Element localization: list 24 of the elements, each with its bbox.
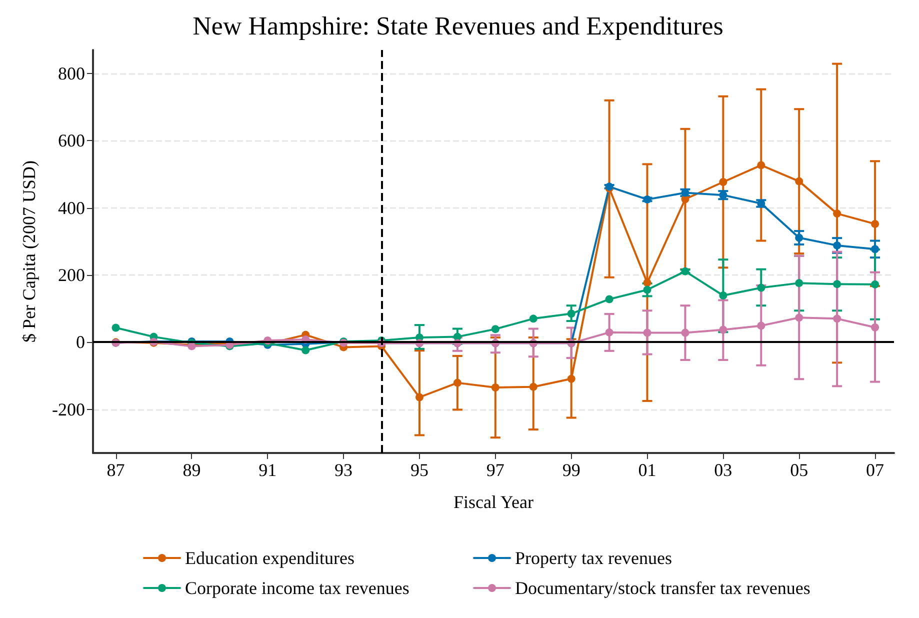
x-tick-label: 87: [106, 460, 125, 480]
y-tick-label: 200: [58, 265, 85, 286]
x-tick-label: 93: [334, 460, 353, 480]
y-axis-title: $ Per Capita (2007 USD): [19, 160, 39, 342]
legend-label: Property tax revenues: [515, 548, 672, 568]
x-tick-label: 99: [562, 460, 580, 480]
chart-title: New Hampshire: State Revenues and Expenditures: [192, 12, 724, 40]
y-tick-label: 400: [58, 198, 85, 218]
legend-label: Corporate income tax revenues: [185, 578, 410, 598]
y-tick-label: -200: [52, 399, 85, 420]
y-tick-label: 800: [58, 64, 85, 84]
x-tick-label: 91: [258, 460, 277, 480]
x-tick-label: 95: [410, 460, 428, 480]
legend-label: Documentary/stock transfer tax revenues: [515, 578, 810, 598]
y-tick-label: 600: [58, 130, 85, 151]
x-axis-title: Fiscal Year: [454, 492, 534, 512]
x-tick-label: 07: [866, 460, 884, 480]
x-tick-label: 97: [486, 460, 504, 480]
legend-label: Education expenditures: [185, 548, 354, 568]
x-tick-label: 89: [182, 460, 201, 480]
x-tick-label: 03: [714, 460, 732, 480]
y-tick-label: 0: [76, 332, 85, 352]
x-tick-label: 05: [790, 460, 808, 480]
x-tick-label: 01: [638, 460, 656, 480]
